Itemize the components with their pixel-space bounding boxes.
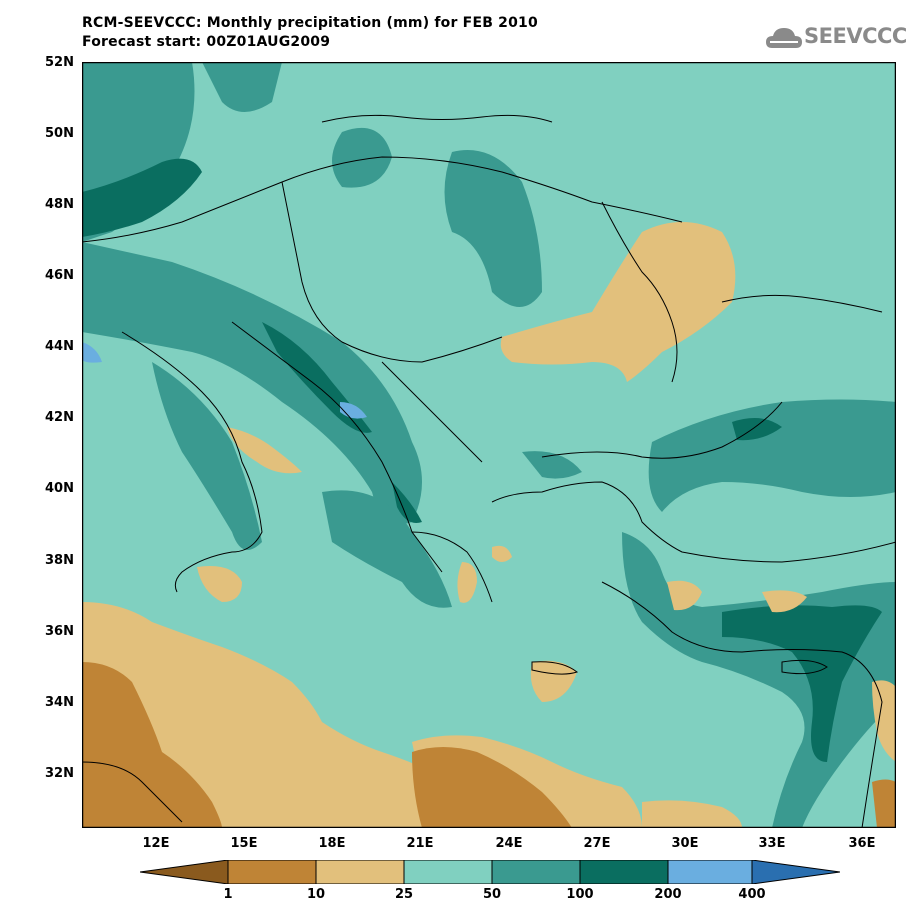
lat-label: 50N [45, 126, 74, 141]
lon-label: 24E [495, 836, 523, 851]
logo-text: SEEVCCC [804, 24, 907, 48]
precipitation-map [82, 62, 896, 828]
lat-label: 32N [45, 766, 74, 781]
map-title: RCM-SEEVCCC: Monthly precipitation (mm) … [82, 14, 538, 52]
colorbar-label: 10 [306, 887, 326, 902]
lon-label: 33E [758, 836, 786, 851]
seevccc-logo: SEEVCCC [764, 20, 907, 58]
colorbar-label: 25 [394, 887, 414, 902]
lat-label: 46N [45, 268, 74, 283]
title-line-1: RCM-SEEVCCC: Monthly precipitation (mm) … [82, 15, 538, 31]
colorbar-segment-25-50 [404, 860, 492, 884]
colorbar-segment-100-200 [580, 860, 668, 884]
lat-label: 44N [45, 339, 74, 354]
colorbar-label: 400 [738, 887, 766, 902]
lat-label: 34N [45, 695, 74, 710]
lon-label: 30E [671, 836, 699, 851]
lat-label: 38N [45, 553, 74, 568]
coastlines-and-borders [82, 114, 896, 828]
lon-label: 12E [142, 836, 170, 851]
colorbar-label: 1 [223, 887, 233, 902]
lat-label: 42N [45, 410, 74, 425]
lon-label: 27E [583, 836, 611, 851]
lon-label: 21E [406, 836, 434, 851]
cloud-icon [766, 28, 802, 48]
lon-label: 36E [848, 836, 876, 851]
lon-label: 18E [318, 836, 346, 851]
colorbar-segment-200-400 [668, 860, 752, 884]
lat-label: 52N [45, 55, 74, 70]
colorbar-segment-50-100 [492, 860, 580, 884]
colorbar-segment-1-10 [228, 860, 316, 884]
colorbar [140, 860, 840, 884]
lat-label: 40N [45, 481, 74, 496]
map-frame [82, 62, 896, 828]
lat-label: 48N [45, 197, 74, 212]
colorbar-label: 100 [566, 887, 594, 902]
colorbar-segment-below-1 [140, 860, 228, 884]
colorbar-label: 50 [482, 887, 502, 902]
lon-label: 15E [230, 836, 258, 851]
lat-label: 36N [45, 624, 74, 639]
colorbar-segment-above-400 [752, 860, 840, 884]
colorbar-segment-10-25 [316, 860, 404, 884]
colorbar-label: 200 [654, 887, 682, 902]
title-line-2: Forecast start: 00Z01AUG2009 [82, 34, 331, 50]
precip-zones-1-10 [82, 662, 896, 828]
